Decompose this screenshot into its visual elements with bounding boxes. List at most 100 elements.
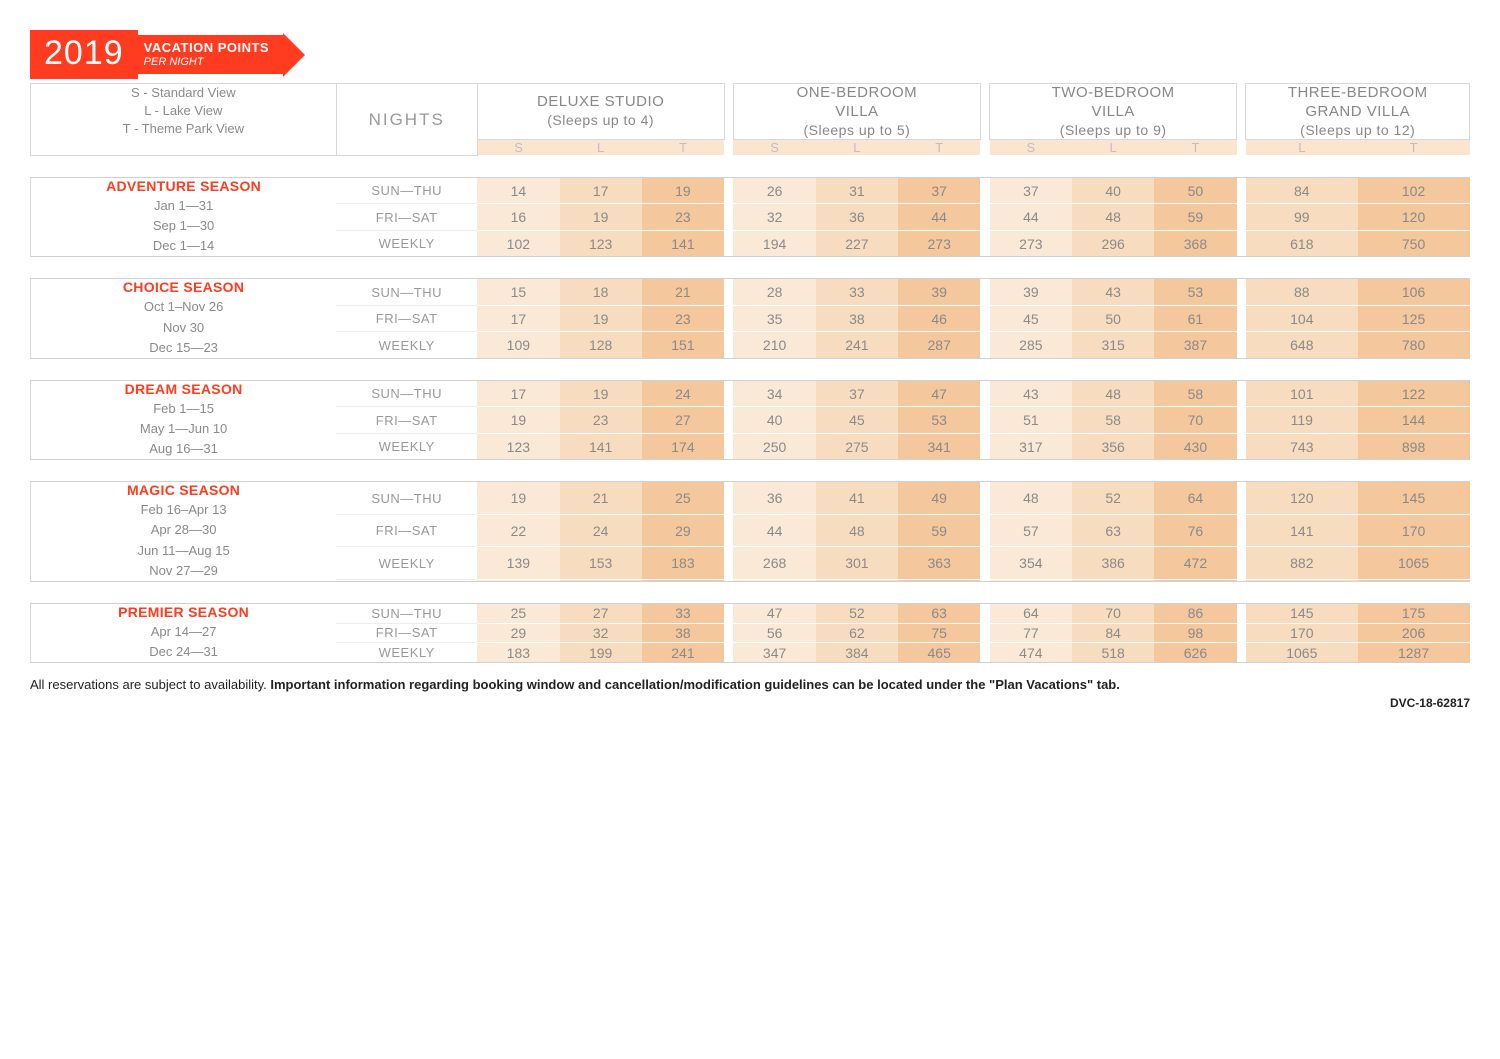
gap (724, 514, 733, 547)
gap (1237, 204, 1246, 230)
points-cell: 1287 (1358, 643, 1470, 663)
points-cell: 19 (560, 305, 642, 331)
points-cell: 31 (816, 178, 898, 204)
points-cell: 17 (477, 305, 559, 331)
points-cell: 43 (990, 380, 1072, 406)
points-cell: 618 (1246, 230, 1358, 256)
points-cell: 241 (642, 643, 724, 663)
points-cell: 58 (1072, 407, 1154, 433)
points-cell: 52 (816, 603, 898, 623)
night-label: WEEKLY (336, 332, 477, 358)
spacer-row (31, 460, 1470, 482)
night-label: SUN—THU (336, 482, 477, 515)
points-cell: 15 (477, 279, 559, 305)
points-cell: 45 (990, 305, 1072, 331)
night-label: FRI—SAT (336, 514, 477, 547)
points-cell: 128 (560, 332, 642, 358)
night-label: FRI—SAT (336, 407, 477, 433)
spacer-row (31, 581, 1470, 603)
season-name: PREMIER SEASON (31, 604, 336, 620)
points-cell: 48 (1072, 380, 1154, 406)
points-cell: 37 (990, 178, 1072, 204)
points-cell: 16 (477, 204, 559, 230)
points-cell: 273 (990, 230, 1072, 256)
points-cell: 32 (560, 623, 642, 643)
gap (980, 433, 989, 459)
points-cell: 36 (816, 204, 898, 230)
night-label: SUN—THU (336, 178, 477, 204)
points-cell: 145 (1246, 603, 1358, 623)
points-cell: 52 (1072, 482, 1154, 515)
season-name: MAGIC SEASON (31, 482, 336, 498)
points-cell: 19 (560, 204, 642, 230)
season-row: ADVENTURE SEASONJan 1—31Sep 1—30Dec 1—14… (31, 178, 1470, 204)
points-cell: 23 (560, 407, 642, 433)
points-cell: 472 (1154, 547, 1236, 580)
gap (980, 380, 989, 406)
night-label: WEEKLY (336, 547, 477, 580)
points-cell: 120 (1358, 204, 1470, 230)
points-cell: 21 (560, 482, 642, 515)
points-cell: 206 (1358, 623, 1470, 643)
points-cell: 56 (733, 623, 815, 643)
points-cell: 743 (1246, 433, 1358, 459)
room-header-two-bedroom: TWO-BEDROOM VILLA (Sleeps up to 9) (990, 84, 1237, 140)
points-cell: 141 (642, 230, 724, 256)
points-cell: 59 (898, 514, 980, 547)
night-label: FRI—SAT (336, 623, 477, 643)
gap (980, 643, 989, 663)
points-cell: 53 (898, 407, 980, 433)
points-cell: 38 (816, 305, 898, 331)
points-cell: 70 (1072, 603, 1154, 623)
points-cell: 122 (1358, 380, 1470, 406)
points-cell: 62 (816, 623, 898, 643)
points-cell: 23 (642, 305, 724, 331)
points-cell: 430 (1154, 433, 1236, 459)
points-cell: 241 (816, 332, 898, 358)
points-cell: 64 (1154, 482, 1236, 515)
legend-cell: S - Standard View L - Lake View T - Them… (31, 84, 337, 156)
points-cell: 387 (1154, 332, 1236, 358)
season-cell: DREAM SEASONFeb 1—15May 1—Jun 10Aug 16—3… (31, 380, 337, 459)
points-cell: 44 (990, 204, 1072, 230)
points-cell: 63 (1072, 514, 1154, 547)
gap (980, 514, 989, 547)
spacer-row (31, 358, 1470, 380)
points-cell: 120 (1246, 482, 1358, 515)
night-label: WEEKLY (336, 433, 477, 459)
gap (1237, 482, 1246, 515)
points-cell: 626 (1154, 643, 1236, 663)
points-cell: 780 (1358, 332, 1470, 358)
points-cell: 64 (990, 603, 1072, 623)
points-cell: 285 (990, 332, 1072, 358)
points-cell: 109 (477, 332, 559, 358)
gap (1237, 380, 1246, 406)
points-cell: 84 (1246, 178, 1358, 204)
points-cell: 19 (477, 407, 559, 433)
gap (724, 380, 733, 406)
points-cell: 139 (477, 547, 559, 580)
points-cell: 84 (1072, 623, 1154, 643)
points-cell: 101 (1246, 380, 1358, 406)
points-cell: 354 (990, 547, 1072, 580)
gap (724, 230, 733, 256)
points-cell: 22 (477, 514, 559, 547)
points-cell: 19 (477, 482, 559, 515)
points-cell: 39 (990, 279, 1072, 305)
points-cell: 19 (642, 178, 724, 204)
points-table: S - Standard View L - Lake View T - Them… (30, 83, 1470, 663)
points-cell: 46 (898, 305, 980, 331)
points-cell: 194 (733, 230, 815, 256)
night-label: SUN—THU (336, 380, 477, 406)
points-cell: 44 (733, 514, 815, 547)
points-cell: 273 (898, 230, 980, 256)
gap (724, 332, 733, 358)
points-cell: 384 (816, 643, 898, 663)
gap (1237, 603, 1246, 623)
room-header-deluxe-studio: DELUXE STUDIO (Sleeps up to 4) (477, 84, 724, 140)
points-cell: 301 (816, 547, 898, 580)
points-cell: 125 (1358, 305, 1470, 331)
gap (980, 482, 989, 515)
points-cell: 27 (642, 407, 724, 433)
season-cell: MAGIC SEASONFeb 16–Apr 13Apr 28—30Jun 11… (31, 482, 337, 582)
